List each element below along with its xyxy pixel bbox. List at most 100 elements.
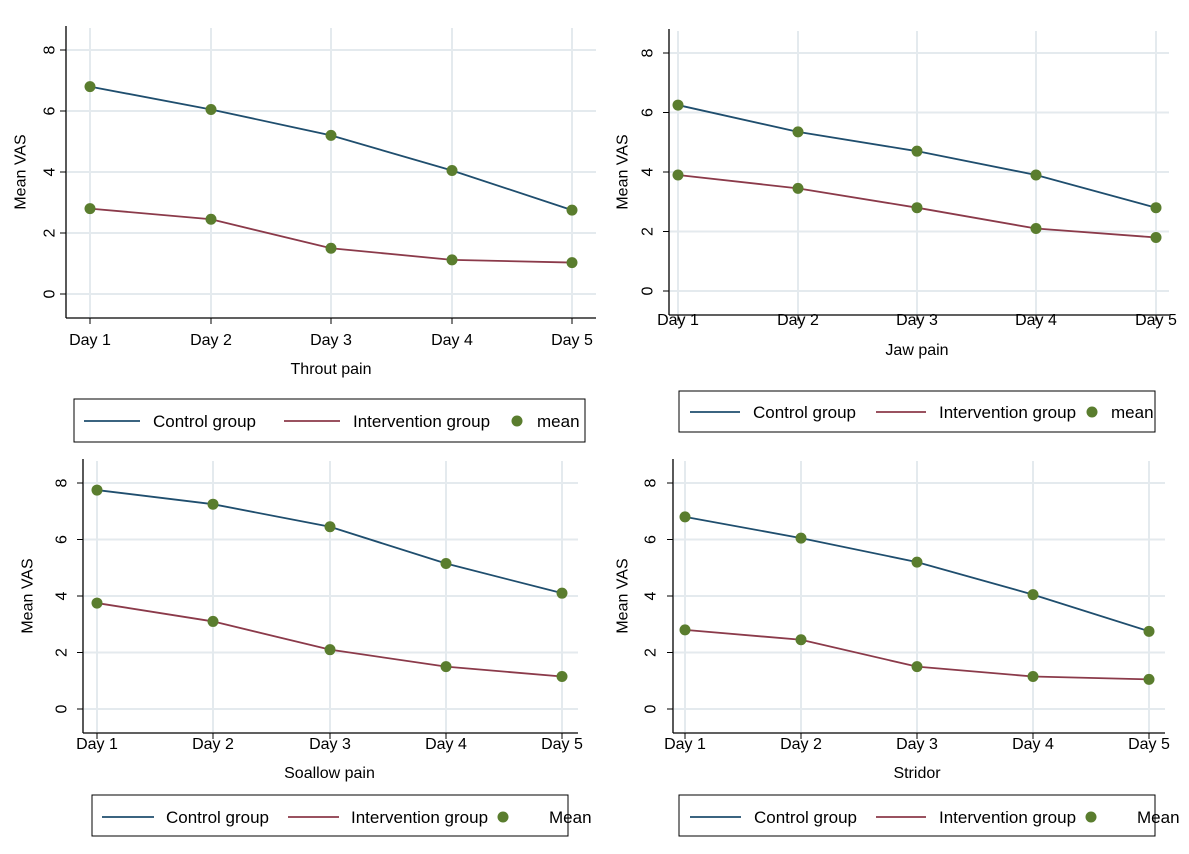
y-axis-title: Mean VAS bbox=[20, 558, 37, 633]
x-axis-title: Throut pain bbox=[291, 361, 372, 378]
legend-intervention-label: Intervention group bbox=[939, 808, 1076, 827]
x-tick-label: Day 3 bbox=[896, 736, 938, 753]
y-tick-label: 2 bbox=[42, 228, 59, 237]
control-mean-point bbox=[1027, 589, 1039, 601]
control-mean-point bbox=[1150, 202, 1162, 214]
intervention-mean-point bbox=[1027, 671, 1039, 683]
x-tick-label: Day 5 bbox=[1128, 736, 1170, 753]
x-tick-label: Day 4 bbox=[425, 736, 467, 753]
control-mean-point bbox=[205, 103, 217, 115]
y-tick-label: 4 bbox=[42, 167, 59, 176]
control-mean-point bbox=[324, 521, 336, 533]
legend-control-label: Control group bbox=[153, 412, 256, 431]
y-tick-label: 6 bbox=[54, 535, 71, 544]
control-mean-point bbox=[792, 126, 804, 138]
legend-mean-label: mean bbox=[537, 412, 580, 431]
legend-box bbox=[678, 794, 1156, 837]
control-mean-point bbox=[911, 556, 923, 568]
y-tick-label: 2 bbox=[54, 648, 71, 657]
y-axis-title: Mean VAS bbox=[13, 134, 30, 209]
legend-intervention-label: Intervention group bbox=[939, 403, 1076, 422]
y-tick-label: 0 bbox=[640, 286, 657, 295]
legend-control-label: Control group bbox=[753, 403, 856, 422]
chart-panel-4: 0 2 4 6 8 Day 1 Day 2 Day 3 Day 4 Day 5 Stridor Mea… bbox=[615, 459, 1180, 837]
legend-mean-marker bbox=[497, 811, 509, 823]
legend-control-label: Control group bbox=[754, 808, 857, 827]
y-axis-title: Mean VAS bbox=[615, 558, 632, 633]
intervention-mean-point bbox=[325, 242, 337, 254]
x-tick-label: Day 3 bbox=[309, 736, 351, 753]
legend-intervention-label: Intervention group bbox=[351, 808, 488, 827]
control-mean-point bbox=[1143, 625, 1155, 637]
x-tick-label: Day 2 bbox=[780, 736, 822, 753]
control-mean-point bbox=[679, 511, 691, 523]
x-tick-label: Day 4 bbox=[1015, 312, 1057, 329]
x-tick-label: Day 5 bbox=[551, 332, 593, 349]
legend-mean-label: Mean bbox=[1137, 808, 1180, 827]
x-axis-title: Soallow pain bbox=[284, 765, 375, 782]
control-mean-point bbox=[672, 99, 684, 111]
x-tick-label: Day 1 bbox=[76, 736, 118, 753]
y-tick-label: 2 bbox=[643, 648, 660, 657]
x-tick-label: Day 5 bbox=[1135, 312, 1177, 329]
y-tick-label: 8 bbox=[42, 45, 59, 54]
x-tick-label: Day 1 bbox=[657, 312, 699, 329]
control-mean-point bbox=[795, 532, 807, 544]
control-mean-point bbox=[91, 484, 103, 496]
intervention-mean-point bbox=[1150, 231, 1162, 243]
y-tick-label: 4 bbox=[643, 591, 660, 600]
y-tick-label: 0 bbox=[54, 704, 71, 713]
y-tick-label: 2 bbox=[640, 227, 657, 236]
x-tick-label: Day 2 bbox=[192, 736, 234, 753]
intervention-mean-point bbox=[440, 661, 452, 673]
x-axis-title: Stridor bbox=[893, 765, 941, 782]
control-mean-point bbox=[556, 587, 568, 599]
intervention-mean-point bbox=[84, 203, 96, 215]
intervention-mean-point bbox=[91, 597, 103, 609]
y-tick-label: 0 bbox=[643, 704, 660, 713]
intervention-mean-point bbox=[792, 182, 804, 194]
legend-control-label: Control group bbox=[166, 808, 269, 827]
legend-mean-marker bbox=[1086, 406, 1098, 418]
x-tick-label: Day 2 bbox=[777, 312, 819, 329]
x-tick-label: Day 5 bbox=[541, 736, 583, 753]
x-tick-label: Day 3 bbox=[310, 332, 352, 349]
y-tick-label: 8 bbox=[54, 478, 71, 487]
y-tick-label: 4 bbox=[54, 591, 71, 600]
intervention-mean-point bbox=[679, 624, 691, 636]
control-mean-point bbox=[440, 558, 452, 570]
x-axis-title: Jaw pain bbox=[885, 342, 948, 359]
y-tick-label: 6 bbox=[643, 535, 660, 544]
y-tick-label: 6 bbox=[640, 108, 657, 117]
legend-mean-label: mean bbox=[1111, 403, 1154, 422]
intervention-mean-point bbox=[911, 202, 923, 214]
x-tick-label: Day 4 bbox=[1012, 736, 1054, 753]
y-tick-label: 6 bbox=[42, 106, 59, 115]
chart-panel-2: 0 2 4 6 8 Day 1 Day 2 Day 3 Day 4 Day 5 Jaw pain Me… bbox=[615, 29, 1177, 433]
intervention-mean-point bbox=[672, 169, 684, 181]
intervention-mean-point bbox=[795, 634, 807, 646]
intervention-mean-point bbox=[446, 254, 458, 266]
intervention-mean-point bbox=[1030, 223, 1042, 235]
intervention-mean-point bbox=[566, 257, 578, 269]
x-tick-label: Day 1 bbox=[664, 736, 706, 753]
legend-box bbox=[91, 794, 569, 837]
intervention-mean-point bbox=[205, 213, 217, 225]
chart-panel-1: 0 2 4 6 8 Day 1 Day 2 Day 3 Day 4 Day 5 Throut pai… bbox=[13, 26, 596, 443]
control-mean-point bbox=[207, 498, 219, 510]
control-mean-point bbox=[446, 164, 458, 176]
y-tick-label: 8 bbox=[640, 48, 657, 57]
x-tick-label: Day 3 bbox=[896, 312, 938, 329]
control-mean-point bbox=[1030, 169, 1042, 181]
intervention-mean-point bbox=[324, 644, 336, 656]
control-mean-point bbox=[325, 129, 337, 141]
y-tick-label: 0 bbox=[42, 289, 59, 298]
y-tick-label: 4 bbox=[640, 167, 657, 176]
control-mean-point bbox=[84, 81, 96, 93]
legend-mean-marker bbox=[511, 415, 523, 427]
control-mean-point bbox=[911, 145, 923, 157]
x-tick-label: Day 2 bbox=[190, 332, 232, 349]
x-tick-label: Day 1 bbox=[69, 332, 111, 349]
legend-mean-label: Mean bbox=[549, 808, 592, 827]
y-tick-label: 8 bbox=[643, 478, 660, 487]
